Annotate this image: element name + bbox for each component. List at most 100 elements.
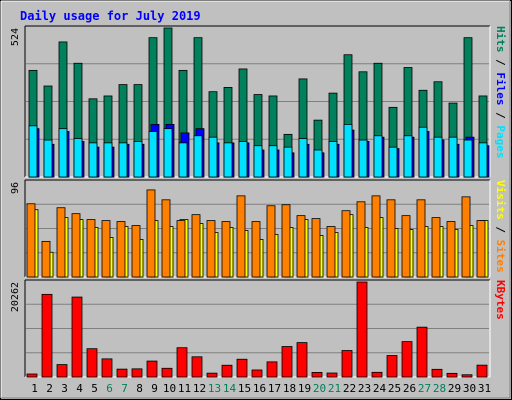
bar-kbytes-day-7 [116,368,128,378]
bar-kbytes-day-5 [86,348,98,378]
x-tick-label-21: 21 [328,382,341,395]
bar-pages-day-20 [313,149,323,178]
x-tick-label-6: 6 [106,382,113,395]
x-tick-label-28: 28 [433,382,446,395]
bar-pages-day-30 [463,139,473,178]
bar-kbytes-day-13 [206,372,218,378]
legend-separator: / [494,106,507,126]
bar-sites-day-27 [416,199,426,278]
x-tick-label-4: 4 [76,382,83,395]
bar-pages-day-21 [328,141,338,178]
bar-kbytes-day-3 [56,364,68,378]
bar-pages-day-13 [208,136,218,178]
bar-kbytes-day-10 [161,367,173,378]
bar-pages-day-25 [388,146,398,178]
bar-pages-day-29 [448,136,458,178]
bar-pages-day-2 [43,139,53,178]
bar-kbytes-day-20 [311,372,323,378]
bar-pages-day-27 [418,126,428,178]
bar-pages-day-14 [223,142,233,178]
x-axis-labels: 1 2 3 4 5 6 7 8 9 10 11 12 13 14 15 16 17 18 19 20 21 22 23 24 2… [31,382,491,395]
y-max-label-kbytes: 20262 [10,282,21,312]
bar-sites-day-23 [356,201,366,278]
bar-kbytes-day-31 [476,364,488,378]
bar-kbytes-day-15 [236,358,248,378]
bar-sites-day-15 [236,195,246,278]
x-tick-label-23: 23 [358,382,371,395]
x-tick-label-31: 31 [478,382,491,395]
bar-pages-day-8 [133,141,143,178]
bar-sites-day-2 [41,240,51,278]
bar-sites-day-22 [341,210,351,278]
chart-title: Daily usage for July 2019 [20,9,201,23]
legend-sites-visits: Visits / Sites [494,180,507,273]
bar-sites-day-19 [296,215,306,278]
x-tick-label-20: 20 [313,382,326,395]
x-tick-label-9: 9 [151,382,158,395]
bar-pages-day-28 [433,136,443,178]
bar-pages-day-23 [358,139,368,178]
x-tick-label-15: 15 [238,382,251,395]
bar-sites-day-7 [116,221,126,278]
bar-sites-day-18 [281,204,291,278]
x-tick-label-10: 10 [163,382,176,395]
x-tick-label-3: 3 [61,382,68,395]
bar-sites-day-8 [131,225,141,278]
legend-separator: / [494,220,507,240]
bar-pages-day-22 [343,123,353,178]
bar-sites-day-11 [176,220,186,278]
bar-pages-day-17 [268,145,278,178]
bar-sites-day-26 [401,215,411,278]
bar-kbytes-day-23 [356,281,368,378]
bar-pages-day-4 [73,138,83,178]
bar-pages-day-11 [178,142,188,178]
bar-pages-day-16 [253,145,263,178]
legend-entry-visits: Visits [494,180,507,220]
bar-sites-day-25 [386,199,396,278]
bar-sites-day-24 [371,195,381,278]
legend-hits-files-pages: Hits / Files / Pages [494,26,507,159]
bar-kbytes-day-9 [146,360,158,378]
bar-kbytes-day-12 [191,356,203,378]
bar-pages-day-1 [28,125,38,178]
panel-sites-visits: 96 Visits / Sites [10,179,507,278]
bar-sites-day-31 [476,220,486,278]
bar-sites-day-3 [56,207,66,278]
x-tick-label-22: 22 [343,382,356,395]
legend-entry-files: Files [494,72,507,105]
bar-kbytes-day-27 [416,326,428,378]
bar-kbytes-day-26 [401,341,413,378]
bar-pages-day-7 [118,142,128,178]
bar-kbytes-day-21 [326,372,338,378]
bar-sites-day-17 [266,205,276,278]
bar-sites-day-9 [146,189,156,278]
legend-entry-pages: Pages [494,125,507,158]
x-tick-label-29: 29 [448,382,461,395]
bar-sites-day-29 [446,221,456,278]
panel-hits-files-pages: 524 Hits / Files / Pages [10,25,507,178]
legend-entry-kbytes: KBytes [494,280,507,320]
bar-kbytes-day-16 [251,369,263,378]
bar-kbytes-day-17 [266,361,278,378]
bar-kbytes-day-6 [101,358,113,378]
y-max-label-hits-files-pages: 524 [10,28,21,46]
bar-kbytes-day-25 [386,355,398,378]
legend-entry-hits: Hits [494,26,507,53]
x-tick-label-27: 27 [418,382,431,395]
bar-kbytes-day-4 [71,296,83,378]
bar-sites-day-10 [161,199,171,278]
bar-sites-day-20 [311,218,321,278]
x-tick-label-26: 26 [403,382,416,395]
y-max-label-sites-visits: 96 [10,182,21,194]
bar-kbytes-day-8 [131,368,143,378]
bar-kbytes-day-19 [296,342,308,378]
legend-separator: / [494,53,507,73]
x-tick-label-18: 18 [283,382,296,395]
x-tick-label-14: 14 [223,382,237,395]
x-tick-label-11: 11 [178,382,191,395]
bar-kbytes-day-2 [41,293,53,378]
x-tick-label-19: 19 [298,382,311,395]
panel-kbytes: 20262 KBytes [10,279,507,378]
bar-sites-day-5 [86,219,96,278]
